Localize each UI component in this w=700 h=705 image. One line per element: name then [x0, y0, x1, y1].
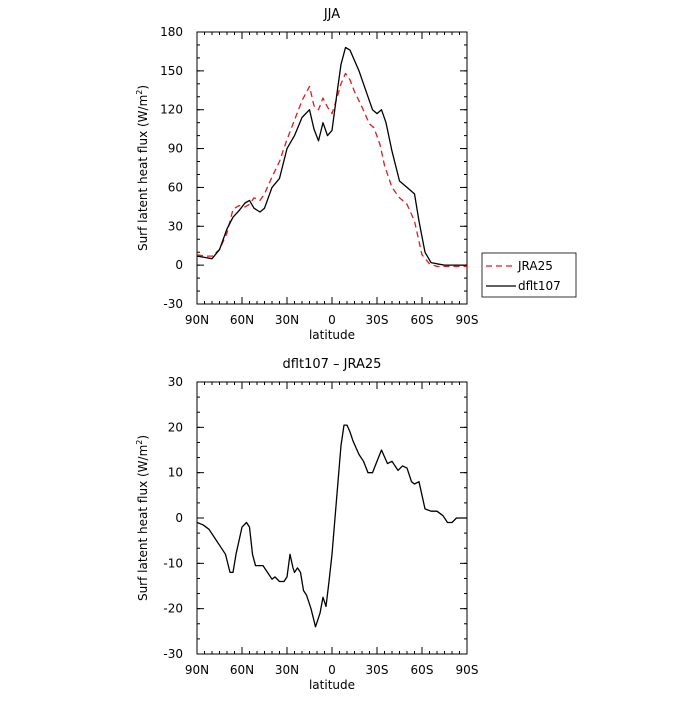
- y-tick-label: 20: [168, 420, 183, 434]
- x-axis-label: latitude: [309, 678, 355, 692]
- series-line-jra25: [196, 72, 467, 268]
- x-tick-label: 0: [328, 313, 336, 327]
- y-axis-label-main: Surf latent heat flux (W/m: [136, 445, 150, 601]
- x-tick-label: 0: [328, 663, 336, 677]
- y-axis-label-close: ): [136, 435, 150, 440]
- y-axis-label: Surf latent heat flux (W/m2): [135, 435, 150, 601]
- y-tick-label: 90: [168, 142, 183, 156]
- y-axis-label-main: Surf latent heat flux (W/m: [136, 95, 150, 251]
- y-tick-label: 180: [160, 25, 183, 39]
- legend: JRA25 dflt107: [481, 252, 577, 298]
- y-axis-label: Surf latent heat flux (W/m2): [135, 85, 150, 251]
- x-tick-label: 60S: [411, 313, 434, 327]
- legend-label-jra25: JRA25: [517, 259, 553, 273]
- x-tick-label: 30N: [275, 663, 299, 677]
- series-line-dflt107: [196, 46, 467, 266]
- chart-panel-1: JJA -30 0 30 60 90 120 150 180 90N 60N 30N 0 30S 60S 90…: [135, 7, 577, 342]
- y-tick-label: 60: [168, 180, 183, 194]
- plot-frame: [196, 31, 468, 305]
- plot-frame: [196, 381, 468, 655]
- series-line-difference: [196, 424, 467, 628]
- y-axis-label-superscript: 2: [135, 440, 144, 445]
- x-tick-label: 30S: [366, 663, 389, 677]
- x-tick-label: 60N: [230, 313, 254, 327]
- x-tick-label: 90S: [456, 313, 479, 327]
- y-tick-label: -30: [163, 647, 183, 661]
- x-tick-label: 90N: [185, 313, 209, 327]
- y-tick-label: 150: [160, 64, 183, 78]
- x-axis-label: latitude: [309, 328, 355, 342]
- x-tick-label: 30S: [366, 313, 389, 327]
- y-tick-label: 10: [168, 466, 183, 480]
- y-tick-label: -30: [163, 297, 183, 311]
- y-tick-label: 120: [160, 103, 183, 117]
- x-tick-label: 60N: [230, 663, 254, 677]
- x-tick-label: 30N: [275, 313, 299, 327]
- x-tick-label: 90S: [456, 663, 479, 677]
- y-axis-label-superscript: 2: [135, 90, 144, 95]
- x-tick-label: 60S: [411, 663, 434, 677]
- legend-label-dflt107: dflt107: [518, 279, 561, 293]
- chart-title: dflt107 – JRA25: [283, 357, 382, 372]
- y-tick-label: 30: [168, 219, 183, 233]
- legend-box: [481, 252, 577, 298]
- y-tick-label: 0: [175, 511, 183, 525]
- y-tick-label: 30: [168, 375, 183, 389]
- x-tick-label: 90N: [185, 663, 209, 677]
- chart-title: JJA: [323, 7, 340, 22]
- y-tick-label: 0: [175, 258, 183, 272]
- y-tick-label: -20: [163, 602, 183, 616]
- y-tick-label: -10: [163, 556, 183, 570]
- y-axis-label-close: ): [136, 85, 150, 90]
